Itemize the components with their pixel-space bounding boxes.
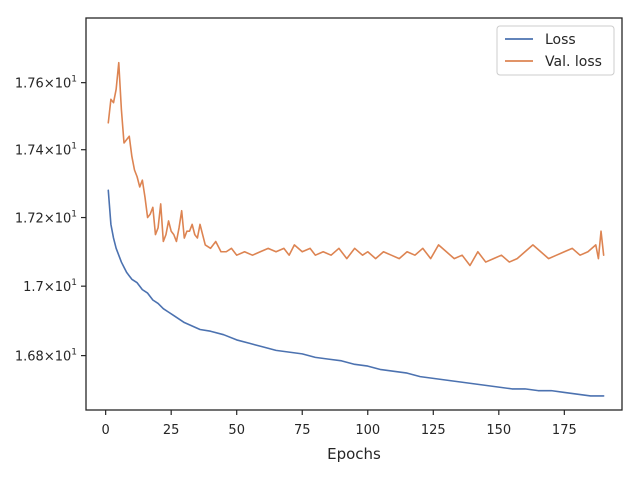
series-line-loss [107, 189, 605, 397]
y-axis: 1.68×101 1.7×101 1.72×101 1.74×101 1.76×101 [15, 75, 86, 365]
legend-label: Loss [545, 32, 576, 48]
y-tick-label: 1.74×101 [15, 142, 77, 159]
x-axis: 0 25 50 75 100 125 150 175 [102, 410, 577, 438]
x-tick-label: 0 [102, 423, 110, 438]
x-tick-label: 125 [421, 423, 446, 438]
series-layer [107, 61, 605, 397]
legend: Loss Val. loss [496, 25, 615, 76]
x-tick-label: 75 [294, 423, 311, 438]
x-tick-label: 50 [228, 423, 245, 438]
y-tick-label: 1.72×101 [15, 210, 77, 227]
plot-frame [85, 17, 623, 411]
y-tick-label: 1.68×101 [15, 348, 77, 365]
y-tick-label: 1.7×101 [23, 278, 77, 295]
x-tick-label: 150 [486, 423, 511, 438]
x-tick-label: 25 [163, 423, 180, 438]
x-axis-label: Epochs [327, 445, 381, 463]
x-tick-label: 175 [552, 423, 577, 438]
legend-label: Val. loss [545, 54, 602, 70]
series-line-val-loss [107, 61, 605, 267]
y-tick-label: 1.76×101 [15, 75, 77, 92]
x-tick-label: 100 [355, 423, 380, 438]
